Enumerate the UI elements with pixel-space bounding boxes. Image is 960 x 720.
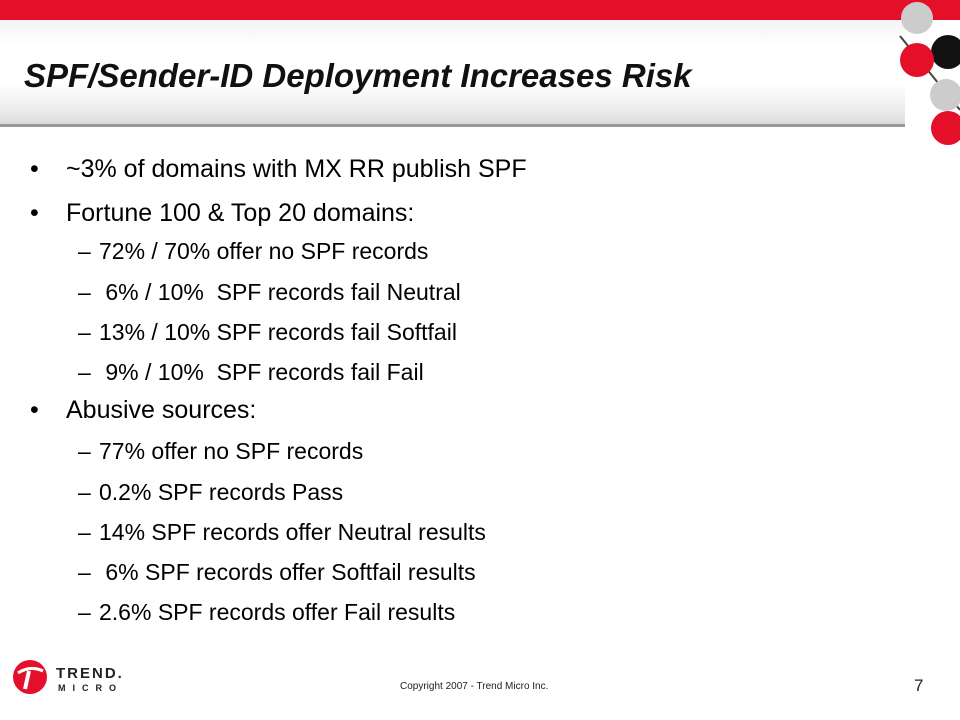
sub-bullet-mark: –: [78, 359, 91, 385]
page-number: 7: [914, 676, 924, 695]
sub-bullet-text: 72% / 70% offer no SPF records: [99, 238, 429, 264]
sub-bullet-text: 9% / 10% SPF records fail Fail: [99, 359, 424, 385]
sub-bullet-text: 13% / 10% SPF records fail Softfail: [99, 319, 457, 345]
sub-bullet-text: 6% / 10% SPF records fail Neutral: [99, 279, 461, 305]
title-band: [0, 20, 905, 126]
sub-bullet-mark: –: [78, 438, 91, 464]
sub-bullet-text: 77% offer no SPF records: [99, 438, 364, 464]
title-divider: [0, 124, 905, 127]
bullet-mark: •: [30, 199, 39, 227]
sub-bullet-text: 0.2% SPF records Pass: [99, 479, 344, 505]
sub-bullet-text: 6% SPF records offer Softfail results: [99, 559, 476, 585]
copyright-text: Copyright 2007 - Trend Micro Inc.: [400, 681, 549, 692]
logo-wordmark-bottom: MICRO: [58, 683, 123, 693]
sub-bullet-mark: –: [78, 279, 91, 305]
decorative-circles-icon: [899, 2, 960, 145]
top-accent-bar: [0, 0, 960, 20]
bullet-mark: •: [30, 155, 39, 183]
sub-bullet-mark: –: [78, 559, 91, 585]
slide-title: SPF/Sender-ID Deployment Increases Risk: [24, 57, 692, 94]
bullet-mark: •: [30, 396, 39, 424]
sub-bullet-text: 14% SPF records offer Neutral results: [99, 519, 486, 545]
sub-bullet-mark: –: [78, 519, 91, 545]
logo-wordmark-top: TREND.: [56, 665, 124, 682]
bullet-text: ~3% of domains with MX RR publish SPF: [66, 155, 527, 183]
sub-bullet-mark: –: [78, 238, 91, 264]
trend-micro-logo-icon: [13, 660, 47, 694]
sub-bullet-mark: –: [78, 479, 91, 505]
sub-bullet-mark: –: [78, 319, 91, 345]
bullet-text: Fortune 100 & Top 20 domains:: [66, 199, 415, 227]
bullet-text: Abusive sources:: [66, 396, 257, 424]
sub-bullet-text: 2.6% SPF records offer Fail results: [99, 599, 456, 625]
sub-bullet-mark: –: [78, 599, 91, 625]
